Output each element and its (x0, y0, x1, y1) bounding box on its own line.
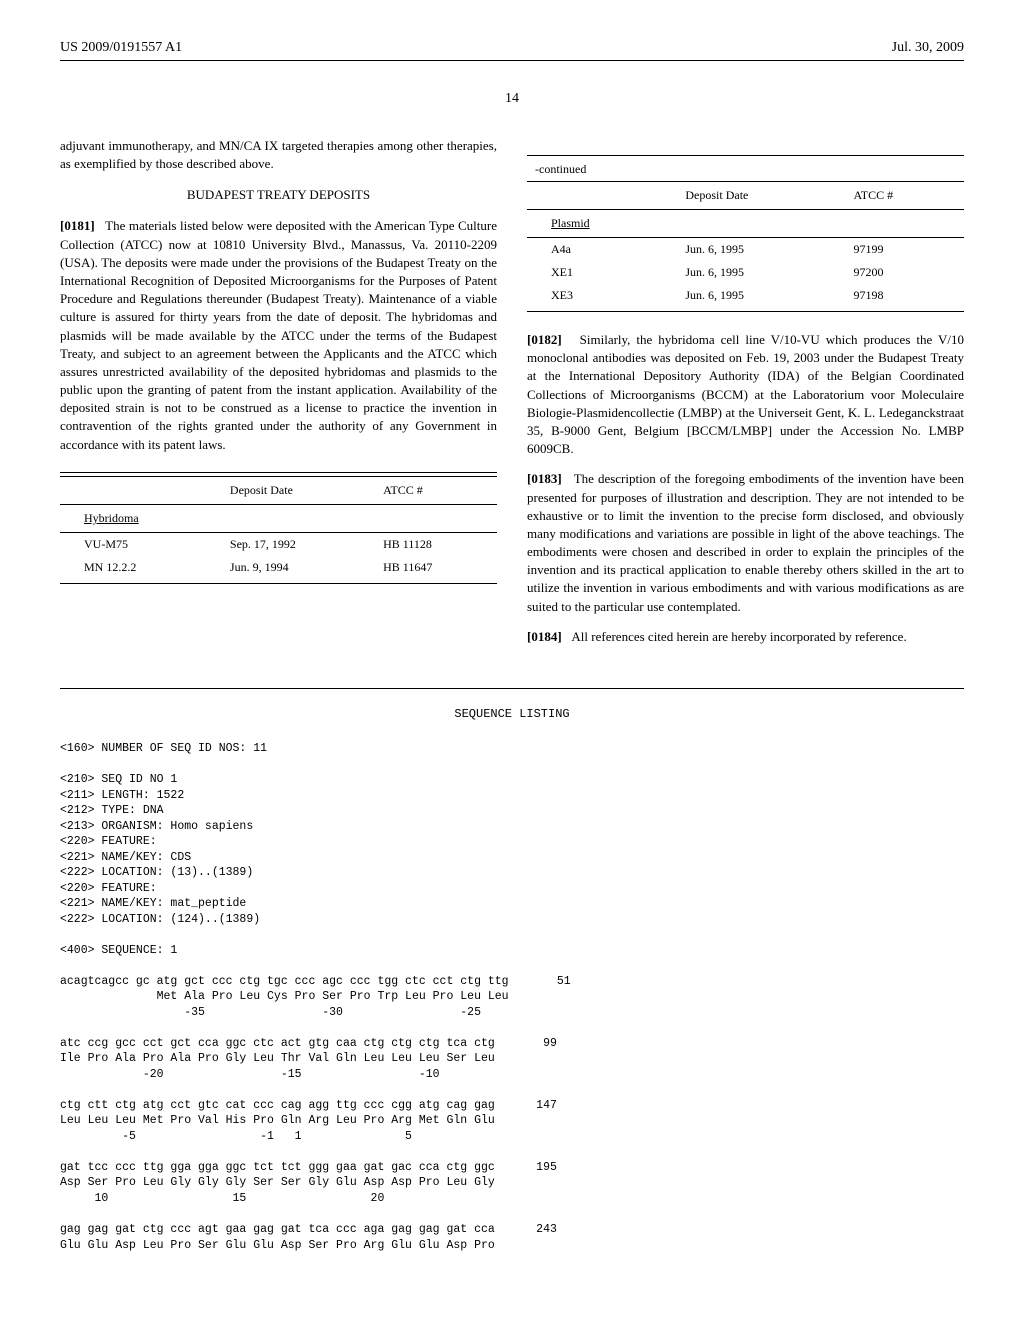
table-cell: A4a (527, 237, 677, 261)
table-cell: 97198 (845, 284, 964, 312)
table-row: XE3 Jun. 6, 1995 97198 (527, 284, 964, 312)
table-header: Deposit Date (677, 181, 845, 209)
table-cell: Jun. 9, 1994 (222, 556, 375, 584)
sequence-listing-body: <160> NUMBER OF SEQ ID NOS: 11 <210> SEQ… (60, 741, 964, 1253)
table-cell: 97200 (845, 261, 964, 284)
table-cell: VU-M75 (60, 532, 222, 556)
publication-date: Jul. 30, 2009 (892, 40, 964, 56)
publication-number: US 2009/0191557 A1 (60, 40, 182, 56)
para-number: [0184] (527, 629, 562, 644)
paragraph-0182: [0182] Similarly, the hybridoma cell lin… (527, 331, 964, 458)
para-text: All references cited herein are hereby i… (571, 629, 906, 644)
table-row: XE1 Jun. 6, 1995 97200 (527, 261, 964, 284)
table-subheader-row: Hybridoma (60, 504, 497, 532)
table-cell: Jun. 6, 1995 (677, 261, 845, 284)
page-header: US 2009/0191557 A1 Jul. 30, 2009 (60, 40, 964, 61)
table-cell: 97199 (845, 237, 964, 261)
plasmid-table: -continued Deposit Date ATCC # Plasmid A… (527, 155, 964, 313)
table-header (527, 181, 677, 209)
table-header (60, 476, 222, 504)
table-cell: XE3 (527, 284, 677, 312)
para-number: [0183] (527, 471, 562, 486)
paragraph-0184: [0184] All references cited herein are h… (527, 628, 964, 646)
continued-label: -continued (527, 158, 964, 182)
table-header: ATCC # (375, 476, 497, 504)
table-cell: HB 11647 (375, 556, 497, 584)
table-cell: Sep. 17, 1992 (222, 532, 375, 556)
para-text: The materials listed below were deposite… (60, 218, 497, 451)
para-text: The description of the foregoing embodim… (527, 471, 964, 613)
hybridoma-table: Deposit Date ATCC # Hybridoma VU-M75 Sep… (60, 472, 497, 586)
section-heading: BUDAPEST TREATY DEPOSITS (60, 187, 497, 203)
two-column-layout: adjuvant immunotherapy, and MN/CA IX tar… (60, 137, 964, 658)
table-subheader-row: Plasmid (527, 209, 964, 237)
table-cell: Jun. 6, 1995 (677, 284, 845, 312)
table-row: VU-M75 Sep. 17, 1992 HB 11128 (60, 532, 497, 556)
sequence-listing-title: SEQUENCE LISTING (60, 707, 964, 721)
table-row: MN 12.2.2 Jun. 9, 1994 HB 11647 (60, 556, 497, 584)
table-header: Deposit Date (222, 476, 375, 504)
left-column: adjuvant immunotherapy, and MN/CA IX tar… (60, 137, 497, 658)
table-cell: XE1 (527, 261, 677, 284)
table-cell: Jun. 6, 1995 (677, 237, 845, 261)
para-number: [0182] (527, 332, 562, 347)
table-subheader: Plasmid (527, 209, 677, 237)
paragraph-0181: [0181] The materials listed below were d… (60, 217, 497, 453)
page-number: 14 (60, 91, 964, 107)
para-number: [0181] (60, 218, 95, 233)
table-row: A4a Jun. 6, 1995 97199 (527, 237, 964, 261)
right-column: -continued Deposit Date ATCC # Plasmid A… (527, 137, 964, 658)
table-cell: MN 12.2.2 (60, 556, 222, 584)
table-subheader: Hybridoma (60, 504, 222, 532)
table-cell: HB 11128 (375, 532, 497, 556)
sequence-listing-section: SEQUENCE LISTING <160> NUMBER OF SEQ ID … (60, 688, 964, 1253)
table-header-row: Deposit Date ATCC # (60, 476, 497, 504)
para-text: Similarly, the hybridoma cell line V/10-… (527, 332, 964, 456)
table-header: ATCC # (845, 181, 964, 209)
paragraph-0183: [0183] The description of the foregoing … (527, 470, 964, 616)
intro-paragraph: adjuvant immunotherapy, and MN/CA IX tar… (60, 137, 497, 173)
table-header-row: Deposit Date ATCC # (527, 181, 964, 209)
